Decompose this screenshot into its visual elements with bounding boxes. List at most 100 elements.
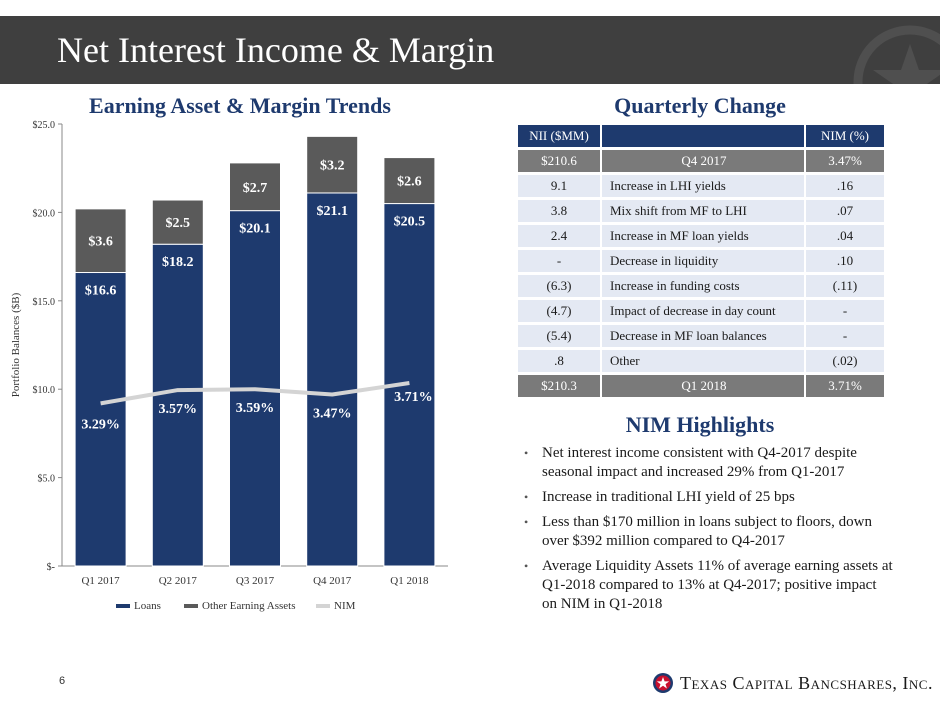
table-row: (5.4) Decrease in MF loan balances - xyxy=(518,325,884,347)
nim-data-label: 3.57% xyxy=(159,402,198,417)
loans-data-label: $20.5 xyxy=(394,215,426,230)
row-nim: - xyxy=(806,325,884,347)
legend-swatch xyxy=(184,604,198,608)
bullet-icon: • xyxy=(524,446,529,460)
start-period: Q4 2017 xyxy=(600,150,806,172)
row-nii: 9.1 xyxy=(518,175,600,197)
list-item: • Net interest income consistent with Q4-… xyxy=(524,444,894,482)
row-driver: Other xyxy=(600,350,806,372)
end-row: $210.3 Q1 2018 3.71% xyxy=(518,375,884,397)
bullet-text: Net interest income consistent with Q4-2… xyxy=(542,445,857,480)
earning-asset-chart: $- $5.0 $10.0 $15.0 $20.0 $25.0 Portfolio Bala… xyxy=(10,120,448,612)
end-period: Q1 2018 xyxy=(600,375,806,397)
start-nim: 3.47% xyxy=(806,150,884,172)
row-nii: - xyxy=(518,250,600,272)
end-nii: $210.3 xyxy=(518,375,600,397)
other-data-label: $3.2 xyxy=(320,159,345,174)
row-driver: Increase in LHI yields xyxy=(600,175,806,197)
row-nim: .04 xyxy=(806,225,884,247)
x-tick-label: Q2 2017 xyxy=(159,575,198,587)
row-driver: Increase in MF loan yields xyxy=(600,225,806,247)
nim-highlights-list: • Net interest income consistent with Q4-… xyxy=(524,444,894,620)
y-axis-label: Portfolio Balances ($B) xyxy=(10,292,22,397)
table-row: 2.4 Increase in MF loan yields .04 xyxy=(518,225,884,247)
loans-data-label: $16.6 xyxy=(85,284,117,299)
end-nim: 3.71% xyxy=(806,375,884,397)
other-data-label: $2.7 xyxy=(243,181,268,196)
table-row: - Decrease in liquidity .10 xyxy=(518,250,884,272)
y-tick-label: $20.0 xyxy=(33,208,56,219)
bar-other-earning-assets xyxy=(74,208,127,274)
legend-swatch xyxy=(116,604,130,608)
header-nim: NIM (%) xyxy=(806,125,884,147)
y-tick-label: $15.0 xyxy=(33,297,56,308)
bar-other-earning-assets xyxy=(151,199,204,245)
y-tick-label: $- xyxy=(47,562,55,573)
bullet-text: Increase in traditional LHI yield of 25 … xyxy=(542,489,795,505)
chart-title: Earning Asset & Margin Trends xyxy=(89,93,391,118)
x-tick-label: Q1 2018 xyxy=(390,575,429,587)
other-data-label: $2.6 xyxy=(397,175,422,190)
page-number: 6 xyxy=(59,675,66,687)
table-row: 9.1 Increase in LHI yields .16 xyxy=(518,175,884,197)
header-nii: NII ($MM) xyxy=(518,125,600,147)
row-nii: .8 xyxy=(518,350,600,372)
legend-label: Other Earning Assets xyxy=(202,600,295,612)
nim-data-label: 3.71% xyxy=(394,390,433,405)
row-nii: (4.7) xyxy=(518,300,600,322)
table-header-row: NII ($MM) NIM (%) xyxy=(518,125,884,147)
company-name: Texas Capital Bancshares, Inc. xyxy=(680,672,933,693)
bullet-icon: • xyxy=(524,559,529,573)
quarterly-change-title: Quarterly Change xyxy=(614,93,786,118)
y-tick-label: $25.0 xyxy=(33,120,56,131)
header-blank xyxy=(600,125,806,147)
nim-data-label: 3.59% xyxy=(236,401,275,416)
page-title: Net Interest Income & Margin xyxy=(57,30,495,70)
list-item: • Increase in traditional LHI yield of 25… xyxy=(524,488,894,507)
legend-swatch xyxy=(316,604,330,608)
list-item: • Less than $170 million in loans subject… xyxy=(524,513,894,551)
quarterly-change-table: NII ($MM) NIM (%) $210.6 Q4 2017 3.47% 9… xyxy=(518,122,884,400)
bar-other-earning-assets xyxy=(306,135,359,194)
table-row: (6.3) Increase in funding costs (.11) xyxy=(518,275,884,297)
other-data-label: $3.6 xyxy=(88,235,113,250)
start-row: $210.6 Q4 2017 3.47% xyxy=(518,150,884,172)
loans-data-label: $21.1 xyxy=(316,204,348,219)
row-driver: Increase in funding costs xyxy=(600,275,806,297)
row-driver: Decrease in MF loan balances xyxy=(600,325,806,347)
bullet-text: Less than $170 million in loans subject … xyxy=(542,514,872,549)
company-logo: Texas Capital Bancshares, Inc. xyxy=(652,672,933,694)
row-nim: - xyxy=(806,300,884,322)
y-tick-label: $5.0 xyxy=(38,474,56,485)
row-driver: Decrease in liquidity xyxy=(600,250,806,272)
row-nim: (.11) xyxy=(806,275,884,297)
y-tick-label: $10.0 xyxy=(33,385,56,396)
row-nii: (6.3) xyxy=(518,275,600,297)
row-nii: 2.4 xyxy=(518,225,600,247)
row-nii: 3.8 xyxy=(518,200,600,222)
bullet-icon: • xyxy=(524,490,529,504)
row-nii: (5.4) xyxy=(518,325,600,347)
bullet-text: Average Liquidity Assets 11% of average … xyxy=(542,558,893,612)
star-seal-watermark xyxy=(853,25,940,84)
loans-data-label: $20.1 xyxy=(239,222,271,237)
nim-data-label: 3.29% xyxy=(81,417,120,432)
table-row: .8 Other (.02) xyxy=(518,350,884,372)
bar-other-earning-assets xyxy=(383,157,436,205)
bar-other-earning-assets xyxy=(229,162,281,212)
x-tick-label: Q4 2017 xyxy=(313,575,352,587)
x-tick-label: Q3 2017 xyxy=(236,575,275,587)
other-data-label: $2.5 xyxy=(166,216,191,231)
bar-loans xyxy=(306,192,359,567)
star-seal-icon xyxy=(653,673,673,693)
nim-highlights-title: NIM Highlights xyxy=(625,412,775,437)
row-driver: Impact of decrease in day count xyxy=(600,300,806,322)
bar-loans xyxy=(74,272,127,567)
nim-data-label: 3.47% xyxy=(313,407,352,422)
start-nii: $210.6 xyxy=(518,150,600,172)
table-row: 3.8 Mix shift from MF to LHI .07 xyxy=(518,200,884,222)
x-tick-label: Q1 2017 xyxy=(81,575,120,587)
list-item: • Average Liquidity Assets 11% of average… xyxy=(524,557,894,614)
nim-line xyxy=(100,381,410,406)
row-nim: .16 xyxy=(806,175,884,197)
